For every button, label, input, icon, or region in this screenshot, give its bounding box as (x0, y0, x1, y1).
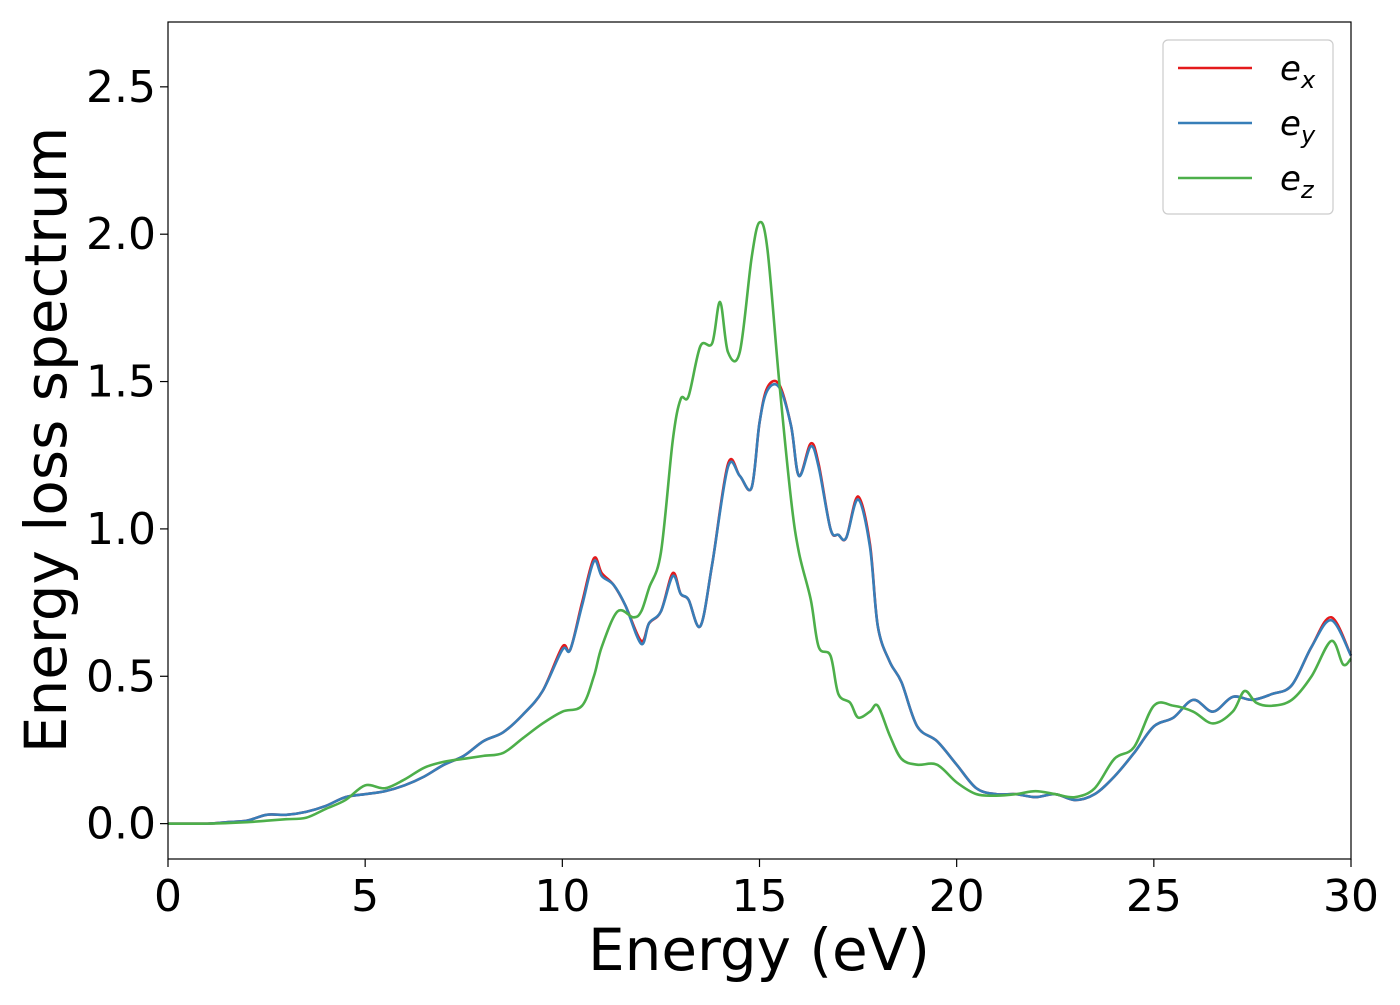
x-tick-label: 15 (732, 871, 788, 922)
x-tick-label: 20 (929, 871, 985, 922)
legend-entries: e xe ye z (1178, 49, 1316, 204)
series-line-ez (167, 220, 1352, 826)
series-layer (167, 220, 1353, 826)
x-tick-label: 0 (154, 871, 182, 922)
legend-label-subscript: z (1300, 176, 1315, 204)
x-axis-label: Energy (eV) (588, 916, 930, 984)
x-tick-label: 30 (1323, 871, 1379, 922)
y-tick-label: 2.0 (86, 209, 156, 260)
y-tick-label: 0.0 (86, 799, 156, 850)
x-tick-label: 10 (534, 871, 590, 922)
plot-background (168, 22, 1351, 859)
legend-label: e (1280, 49, 1301, 89)
legend-label-subscript: x (1300, 66, 1316, 94)
y-axis: 0.0 0.5 1.0 1.5 2.0 2.5 (86, 62, 168, 850)
y-tick-label: 2.5 (86, 62, 156, 113)
legend: e xe ye z (1162, 39, 1334, 215)
x-tick-label: 5 (351, 871, 379, 922)
legend-label-subscript: y (1300, 121, 1316, 149)
y-tick-label: 1.0 (86, 504, 156, 555)
y-tick-label: 1.5 (86, 357, 156, 408)
x-tick-label: 25 (1126, 871, 1182, 922)
legend-label: e (1280, 159, 1301, 199)
y-axis-label: Energy loss spectrum (12, 127, 80, 753)
legend-frame (1162, 39, 1334, 215)
legend-label: e (1280, 104, 1301, 144)
y-tick-label: 0.5 (86, 651, 156, 702)
x-axis: 0 5 10 15 20 25 30 (154, 859, 1379, 922)
series-line-ey (167, 382, 1353, 826)
